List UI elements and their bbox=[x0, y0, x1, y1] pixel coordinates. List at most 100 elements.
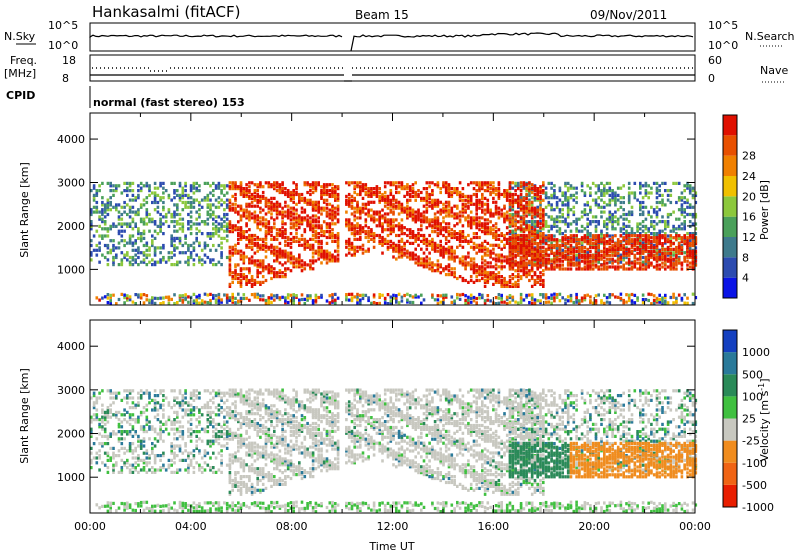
data-cell bbox=[517, 263, 520, 267]
data-cell bbox=[309, 265, 312, 269]
data-cell bbox=[112, 224, 115, 228]
data-cell bbox=[414, 190, 417, 195]
data-cell bbox=[203, 243, 207, 248]
data-cell bbox=[580, 181, 584, 185]
data-cell bbox=[284, 261, 287, 265]
data-cell bbox=[503, 214, 506, 218]
data-cell bbox=[633, 261, 637, 265]
data-cell bbox=[286, 255, 290, 259]
data-cell bbox=[575, 295, 578, 300]
data-cell bbox=[242, 194, 246, 198]
data-cell bbox=[356, 301, 359, 305]
data-cell bbox=[148, 300, 151, 304]
data-cell bbox=[367, 208, 370, 212]
data-cell bbox=[231, 224, 234, 228]
data-cell bbox=[603, 234, 606, 238]
data-cell bbox=[436, 200, 440, 204]
data-cell bbox=[461, 261, 465, 265]
data-cell bbox=[264, 224, 268, 228]
data-cell bbox=[514, 232, 517, 236]
data-cell bbox=[139, 236, 143, 240]
data-cell bbox=[539, 198, 542, 202]
data-cell bbox=[153, 191, 157, 195]
data-cell bbox=[331, 183, 334, 187]
data-cell bbox=[198, 229, 201, 233]
data-cell bbox=[292, 296, 295, 300]
data-cell bbox=[181, 200, 185, 205]
data-cell bbox=[278, 183, 282, 187]
data-cell bbox=[536, 194, 539, 198]
data-cell bbox=[284, 228, 287, 232]
data-cell bbox=[289, 192, 293, 197]
data-cell bbox=[478, 243, 481, 247]
data-cell bbox=[517, 253, 520, 257]
data-cell bbox=[494, 232, 498, 236]
data-cell bbox=[525, 242, 528, 246]
data-cell bbox=[433, 202, 437, 206]
data-cell bbox=[295, 212, 298, 216]
data-cell bbox=[95, 229, 99, 233]
data-cell bbox=[153, 181, 157, 185]
data-cell bbox=[217, 296, 221, 300]
data-cell bbox=[259, 265, 262, 269]
data-cell bbox=[447, 208, 451, 212]
data-cell bbox=[550, 205, 553, 209]
data-cell bbox=[569, 259, 573, 263]
data-cell bbox=[456, 276, 459, 281]
data-cell bbox=[625, 224, 628, 228]
data-cell bbox=[306, 181, 309, 185]
data-cell bbox=[431, 200, 434, 204]
data-cell bbox=[261, 239, 265, 243]
data-cell bbox=[336, 257, 340, 261]
data-cell bbox=[281, 263, 284, 267]
data-cell bbox=[486, 204, 490, 208]
data-cell bbox=[572, 255, 576, 259]
data-cell bbox=[483, 196, 487, 200]
data-cell bbox=[309, 247, 312, 251]
data-cell bbox=[203, 292, 207, 296]
data-cell bbox=[542, 220, 545, 224]
data-cell bbox=[383, 241, 387, 245]
data-cell bbox=[217, 243, 221, 248]
data-cell bbox=[239, 189, 243, 193]
data-cell bbox=[259, 216, 262, 220]
data-cell bbox=[603, 265, 606, 269]
data-cell bbox=[431, 295, 434, 299]
data-cell bbox=[137, 251, 140, 255]
data-cell bbox=[336, 218, 340, 222]
data-cell bbox=[237, 276, 240, 281]
data-cell bbox=[644, 298, 648, 302]
data-cell bbox=[134, 224, 137, 228]
data-cell bbox=[622, 224, 625, 228]
data-cell bbox=[151, 217, 154, 221]
data-cell bbox=[256, 263, 259, 267]
data-cell bbox=[192, 184, 196, 188]
data-cell bbox=[550, 293, 553, 297]
data-cell bbox=[300, 293, 304, 297]
data-cell bbox=[528, 191, 531, 195]
data-cell bbox=[267, 245, 271, 249]
data-cell bbox=[162, 208, 165, 212]
data-cell bbox=[514, 224, 517, 228]
data-cell bbox=[431, 243, 434, 247]
data-cell bbox=[253, 190, 257, 195]
data-cell bbox=[417, 218, 420, 222]
data-cell bbox=[505, 214, 509, 218]
data-cell bbox=[184, 200, 187, 205]
data-cell bbox=[192, 292, 196, 296]
data-cell bbox=[214, 198, 218, 202]
data-cell bbox=[650, 263, 653, 267]
data-cell bbox=[553, 224, 556, 228]
data-cell bbox=[90, 227, 93, 231]
data-cell bbox=[151, 241, 154, 245]
data-cell bbox=[275, 259, 279, 263]
data-cell bbox=[639, 186, 642, 190]
data-cell bbox=[256, 275, 259, 279]
data-cell bbox=[195, 222, 198, 226]
data-cell bbox=[167, 224, 171, 228]
data-cell bbox=[614, 200, 617, 205]
data-cell bbox=[555, 251, 559, 255]
data-cell bbox=[511, 198, 515, 202]
data-cell bbox=[464, 257, 467, 261]
data-cell bbox=[334, 292, 337, 296]
